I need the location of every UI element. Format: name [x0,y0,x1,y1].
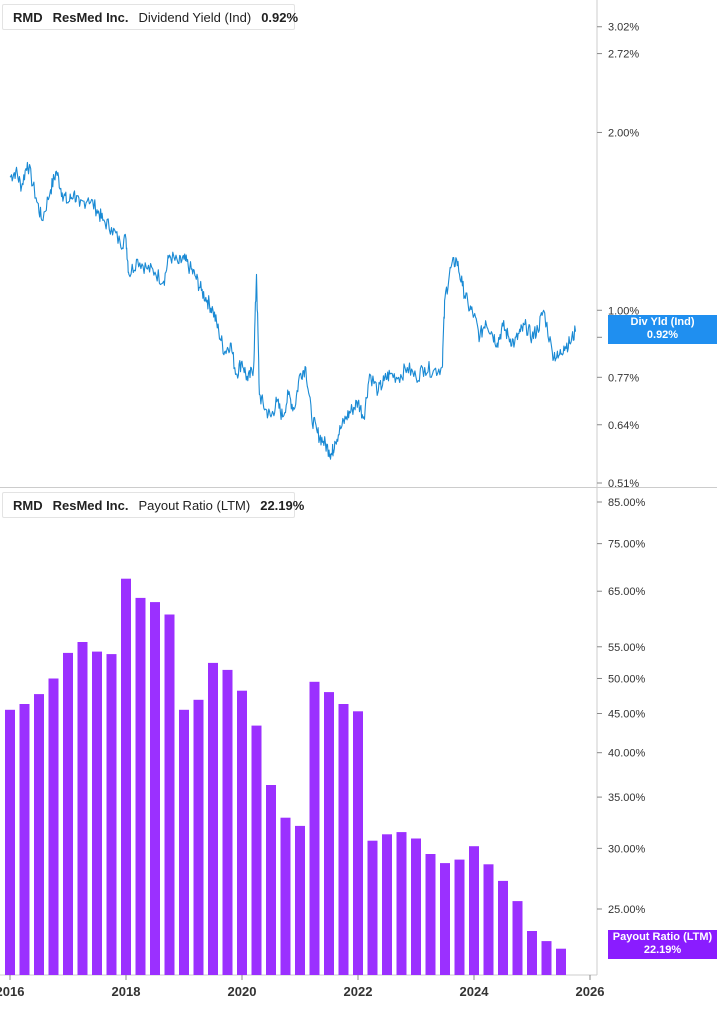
tag-label: Payout Ratio (LTM) [612,931,713,943]
payout-bar [367,840,378,975]
dividend-yield-legend[interactable]: RMD ResMed Inc. Dividend Yield (Ind) 0.9… [2,4,299,30]
payout-bar [295,825,305,975]
y-tick-label: 65.00% [608,586,646,598]
payout-bar [338,704,349,975]
payout-bar [63,652,73,975]
payout-bar [527,931,537,975]
payout-bar [19,704,30,975]
legend-metric: Payout Ratio (LTM) [138,497,251,513]
x-tick-label: 2016 [0,984,24,999]
payout-bar [77,642,88,975]
payout-bar [411,838,421,975]
payout-bar [353,711,363,975]
payout-ratio-panel [5,578,566,975]
payout-bar [440,863,450,975]
x-tick-label: 2024 [460,984,490,999]
payout-bar [266,785,276,975]
payout-bar [309,681,320,975]
payout-bar [222,669,233,975]
payout-bar [135,597,146,975]
legend-company: ResMed Inc. [52,497,129,513]
x-tick-label: 2026 [576,984,605,999]
payout-ratio-legend[interactable]: RMD ResMed Inc. Payout Ratio (LTM) 22.19… [2,492,304,518]
payout-ratio-value-tag: Payout Ratio (LTM) 22.19% [608,930,717,959]
payout-bar [469,846,479,975]
x-tick-label: 2018 [112,984,141,999]
payout-bar [48,678,59,975]
legend-value: 22.19% [260,497,305,513]
legend-metric: Dividend Yield (Ind) [138,9,252,25]
y-tick-label: 0.64% [608,420,639,432]
y-tick-label: 55.00% [608,642,646,654]
payout-bar [150,602,160,975]
payout-bar [541,941,552,975]
payout-bar [193,699,204,975]
tag-value: 22.19% [643,944,682,956]
payout-bar [425,854,436,975]
y-tick-label: 0.77% [608,372,639,384]
payout-bar [208,662,218,975]
y-tick-label: 30.00% [608,843,646,855]
payout-bar [179,709,189,975]
payout-bar [324,692,334,975]
payout-bar [382,834,392,975]
legend-value: 0.92% [261,9,299,25]
payout-bar [454,859,465,975]
payout-bar [498,880,508,975]
y-tick-label: 2.72% [608,49,639,61]
payout-bar [5,709,15,975]
legend-company: ResMed Inc. [52,9,129,25]
y-tick-label: 40.00% [608,748,646,760]
payout-bar [512,901,523,975]
payout-bar [106,654,117,975]
payout-bar [280,817,291,975]
payout-bar [92,651,102,975]
payout-bar [164,614,175,975]
x-tick-label: 2020 [228,984,257,999]
legend-ticker: RMD [13,497,43,513]
y-tick-label: 75.00% [608,539,646,551]
tag-label: Div Yld (Ind) [630,316,695,328]
payout-bar [121,578,131,975]
y-tick-label: 25.00% [608,904,646,916]
dividend-yield-panel [9,161,577,460]
y-tick-label: 50.00% [608,673,646,685]
y-tick-label: 3.02% [608,22,639,34]
legend-ticker: RMD [13,9,43,25]
y-tick-label: 1.00% [608,305,639,317]
payout-bar [396,832,407,975]
payout-bar [34,694,44,975]
y-tick-label: 0.51% [608,478,639,490]
payout-bar [251,725,262,975]
dividend-yield-line [9,161,577,460]
dividend-yield-value-tag: Div Yld (Ind) 0.92% [608,315,717,344]
y-tick-label: 45.00% [608,709,646,721]
y-tick-label: 2.00% [608,127,639,139]
payout-bar [483,864,494,975]
payout-bar [556,948,566,975]
tag-value: 0.92% [646,329,679,341]
x-tick-label: 2022 [344,984,373,999]
payout-bar [237,690,247,975]
y-tick-label: 85.00% [608,497,646,509]
y-tick-label: 35.00% [608,792,646,804]
